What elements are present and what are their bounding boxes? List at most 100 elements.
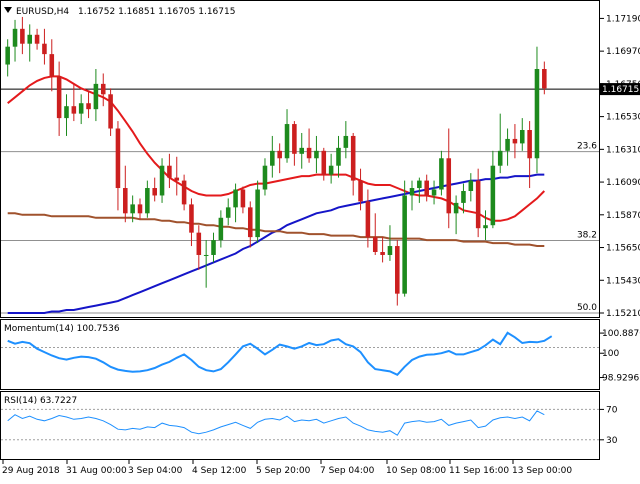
candle-body	[189, 204, 194, 232]
candle-body	[344, 136, 349, 148]
candle-body	[27, 35, 32, 44]
candle-body	[307, 148, 312, 158]
momentum-tick-label: 98.9296	[602, 374, 639, 384]
time-tick-label: 7 Sep 04:00	[320, 466, 375, 476]
candle-body	[388, 246, 393, 255]
momentum-title: Momentum(14) 100.7536	[4, 324, 120, 334]
candle-body	[116, 129, 121, 189]
candle-body	[255, 190, 260, 238]
price-tick-label: 1.15210	[606, 309, 640, 319]
candle-body	[469, 181, 474, 191]
candle-body	[42, 44, 47, 54]
candle-body	[101, 84, 106, 94]
price-tick-label: 1.15430	[606, 276, 640, 286]
candle-body	[241, 190, 246, 208]
candle-body	[299, 148, 304, 154]
fib-level-label: 38.2	[577, 231, 597, 241]
candle-body	[402, 195, 407, 293]
candle-body	[505, 139, 510, 151]
current-price-label: 1.16715	[602, 85, 639, 95]
momentum-tick-label: 100	[602, 349, 619, 359]
candle-body	[174, 178, 179, 181]
candle-body	[233, 190, 238, 208]
candle-body	[432, 190, 437, 196]
candle-body	[50, 54, 55, 76]
candle-body	[277, 151, 282, 158]
time-tick-label: 31 Aug 00:00	[66, 466, 127, 476]
candle-body	[454, 203, 459, 213]
candle-body	[64, 106, 69, 118]
candle-body	[219, 218, 224, 240]
candle-body	[79, 103, 84, 113]
candle-body	[72, 106, 77, 113]
candle-body	[270, 151, 275, 166]
candle-body	[182, 181, 187, 205]
candle	[402, 181, 407, 297]
candle-body	[145, 188, 150, 213]
price-tick-label: 1.15870	[606, 211, 640, 221]
candle-body	[527, 130, 532, 158]
candle-body	[160, 166, 165, 196]
fib-level-label: 23.6	[577, 142, 597, 152]
candle-body	[439, 158, 444, 189]
time-tick-label: 4 Sep 12:00	[192, 466, 247, 476]
price-tick-label: 1.15650	[606, 244, 640, 254]
price-tick-label: 1.16090	[606, 178, 640, 188]
price-tick-label: 1.16970	[606, 47, 640, 57]
candle-body	[329, 166, 334, 175]
momentum-tick-label: 100.8876	[602, 329, 640, 339]
candle-body	[520, 130, 525, 143]
price-tick-label: 1.16310	[606, 145, 640, 155]
candle-body	[20, 29, 25, 44]
candle-body	[498, 151, 503, 166]
candle-body	[108, 94, 113, 128]
candle-body	[446, 158, 451, 213]
candle-body	[461, 191, 466, 203]
candle-body	[57, 76, 62, 118]
time-tick-label: 13 Sep 00:00	[512, 466, 572, 476]
candle-body	[373, 237, 378, 252]
candle-body	[211, 240, 216, 255]
candle-body	[417, 181, 422, 188]
candle-body	[152, 188, 157, 195]
candle-body	[380, 252, 385, 255]
candle-body	[424, 181, 429, 196]
candle-body	[130, 204, 135, 213]
candle-body	[94, 84, 99, 109]
price-tick-label: 1.17190	[606, 14, 640, 24]
candle-body	[395, 246, 400, 294]
rsi-title: RSI(14) 63.7227	[4, 396, 77, 406]
ohlc-values: 1.16752 1.16851 1.16705 1.16715	[78, 7, 235, 17]
time-tick-label: 10 Sep 08:00	[386, 466, 446, 476]
time-tick-label: 29 Aug 2018	[2, 466, 60, 476]
chart-header: EURUSD,H4 1.16752 1.16851 1.16705 1.1671…	[4, 7, 235, 17]
candle-body	[491, 166, 496, 226]
candle-body	[351, 136, 356, 181]
candle-body	[513, 139, 518, 143]
candle-body	[197, 233, 202, 255]
candle-body	[535, 69, 540, 158]
candle-body	[248, 207, 253, 237]
candle-body	[314, 151, 319, 158]
candle-body	[476, 181, 481, 229]
rsi-tick-label: 70	[606, 405, 618, 415]
fib-level-label: 50.0	[577, 303, 597, 313]
candle-body	[336, 148, 341, 166]
symbol-label: EURUSD,H4	[16, 7, 69, 17]
candle	[255, 181, 260, 243]
candle-body	[263, 166, 268, 190]
time-tick-label: 5 Sep 20:00	[256, 466, 311, 476]
time-tick-label: 11 Sep 16:00	[449, 466, 509, 476]
candle-body	[410, 188, 415, 195]
candle-body	[13, 29, 18, 47]
candle-body	[86, 103, 91, 109]
candle-body	[35, 35, 40, 44]
price-tick-label: 1.16530	[606, 113, 640, 123]
rsi-tick-label: 30	[606, 436, 618, 446]
time-tick-label: 3 Sep 04:00	[128, 466, 183, 476]
candle-body	[292, 124, 297, 154]
candle-body	[483, 225, 488, 228]
candle-body	[226, 207, 231, 217]
candle-body	[285, 124, 290, 158]
